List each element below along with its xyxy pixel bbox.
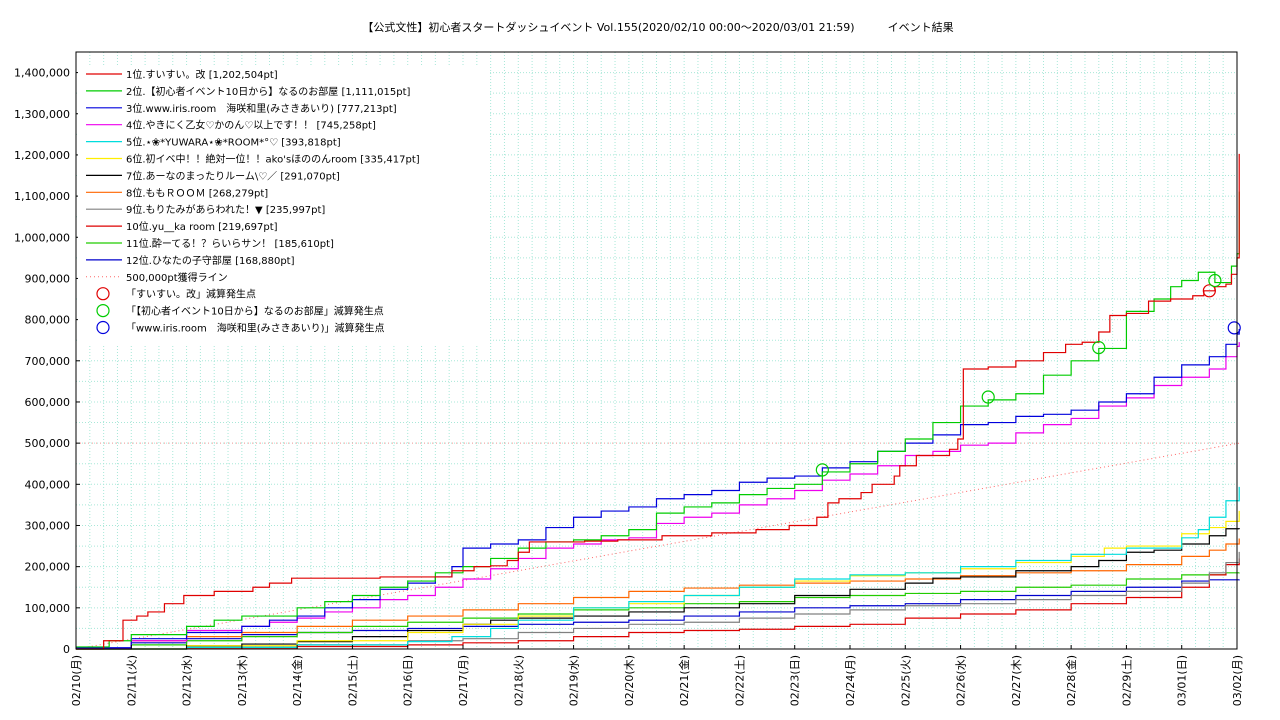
deduction-marker — [1227, 321, 1241, 335]
legend-background — [78, 66, 488, 344]
x-tick-label: 03/01(日) — [1176, 655, 1189, 706]
y-tick-label: 1,100,000 — [14, 190, 70, 203]
legend-label: 12位.ひなたの子守部屋 [168,880pt] — [126, 254, 295, 267]
x-tick-label: 02/26(水) — [955, 655, 968, 706]
x-tick-label: 02/28(金) — [1064, 655, 1078, 706]
reference-lines — [75, 442, 1240, 650]
y-tick-label: 1,000,000 — [14, 231, 70, 244]
legend-label: 2位.【初心者イベント10日から】なるのお部屋 [1,111,015pt] — [126, 85, 411, 98]
x-tick-label: 02/14(金) — [290, 655, 304, 706]
target-line — [75, 442, 1240, 650]
y-tick-label: 200,000 — [25, 561, 71, 574]
y-tick-label: 300,000 — [25, 519, 71, 532]
legend-label: 「【初心者イベント10日から】なるのお部屋」減算発生点 — [126, 305, 384, 318]
legend-label: 7位.あーなのまったりルーム\♡／ [291,070pt] — [126, 169, 340, 182]
series-line — [76, 528, 1240, 650]
x-tick-label: 02/15(土) — [346, 655, 359, 706]
series-line — [76, 342, 1240, 649]
legend-label: 1位.すいすい。改 [1,202,504pt] — [126, 68, 278, 81]
legend-label: 5位.⋆❀*YUWARA⋆❀*ROOM*°♡ [393,818pt] — [126, 136, 341, 149]
y-tick-label: 0 — [63, 643, 70, 656]
x-tick-label: 02/13(木) — [236, 655, 249, 706]
deduction-marker — [815, 463, 829, 477]
legend-label: 6位.初イベ中！！絶対一位！！ako'sほののんroom [335,417pt] — [126, 153, 420, 166]
series-line — [76, 191, 1240, 648]
y-tick-label: 1,400,000 — [14, 67, 70, 80]
legend-label: 「www.iris.room 海咲和里(みさきあいり)」減算発生点 — [126, 322, 385, 335]
x-tick-label: 02/17(月) — [457, 655, 470, 706]
x-tick-label: 02/21(金) — [677, 655, 691, 706]
legend-label: 10位.yu__ka room [219,697pt] — [126, 220, 278, 233]
x-tick-label: 02/19(水) — [568, 655, 581, 706]
deduction-marker — [981, 390, 995, 404]
deduction-marker — [1208, 273, 1222, 288]
legend-label: 4位.やきにく乙女♡かのん♡以上です！！ [745,258pt] — [126, 119, 376, 132]
legend-label: 11位.酔ーてる！？らいらサン！ [185,610pt] — [126, 237, 334, 250]
series-line — [76, 153, 1240, 650]
legend-marker — [96, 287, 110, 301]
x-tick-label: 02/24(月) — [844, 655, 857, 706]
legend: 1位.すいすい。改 [1,202,504pt] 2位.【初心者イベント10日から】… — [78, 66, 488, 344]
deduction-marker — [1092, 341, 1106, 355]
x-tick-label: 02/23(日) — [789, 655, 802, 706]
legend-label: 9位.もりたみがあらわれた！▼ [235,997pt] — [126, 203, 325, 216]
x-tick-label: 03/02(月) — [1231, 655, 1244, 706]
series-line — [76, 551, 1240, 650]
x-tick-label: 02/16(日) — [402, 655, 415, 706]
x-tick-label: 02/12(水) — [181, 655, 194, 706]
series-line — [76, 486, 1240, 650]
legend-label: 3位.www.iris.room 海咲和里(みさきあいり) [777,213pt… — [126, 102, 397, 115]
x-tick-label: 02/10(月) — [70, 655, 83, 706]
x-axis-ticks: 02/10(月) 02/11(火) 02/12(水) 02/13(木) 02/14(金)… — [70, 645, 1244, 706]
y-axis-ticks: 0 100,000 200,000 300,000 400,000 500,000 600,… — [14, 67, 80, 656]
series-line — [76, 579, 1240, 650]
chart-title: 【公式文性】初心者スタートダッシュイベント Vol.155(2020/02/10… — [362, 20, 953, 34]
y-tick-label: 700,000 — [25, 355, 71, 368]
deduction-markers — [815, 273, 1241, 477]
x-tick-label: 02/22(土) — [733, 655, 746, 706]
deduction-marker — [1202, 284, 1216, 298]
legend-label: 500,000pt獲得ライン — [126, 271, 228, 284]
x-tick-label: 02/18(火) — [512, 655, 525, 706]
y-tick-label: 100,000 — [25, 602, 71, 615]
legend-marker — [96, 320, 110, 335]
series-lines — [76, 153, 1240, 650]
series-line — [76, 558, 1240, 650]
x-tick-label: 02/20(木) — [623, 655, 636, 706]
y-tick-label: 900,000 — [25, 272, 71, 285]
x-tick-label: 02/25(火) — [899, 655, 912, 706]
legend-label: 8位.ももＲＯＯＭ [268,279pt] — [126, 186, 268, 199]
y-tick-label: 400,000 — [25, 478, 71, 491]
x-tick-label: 02/11(火) — [125, 655, 138, 706]
legend-marker — [96, 304, 110, 318]
x-tick-label: 02/27(木) — [1010, 655, 1023, 706]
x-tick-label: 02/29(土) — [1120, 655, 1133, 706]
y-tick-label: 600,000 — [25, 396, 71, 409]
y-tick-label: 1,300,000 — [14, 108, 70, 121]
plot-frame — [75, 51, 1238, 650]
series-line — [76, 572, 1240, 650]
y-tick-label: 1,200,000 — [14, 149, 70, 162]
legend-label: 「すいすい。改」減算発生点 — [126, 288, 256, 301]
y-tick-label: 500,000 — [25, 437, 71, 450]
y-tick-label: 800,000 — [25, 314, 71, 327]
